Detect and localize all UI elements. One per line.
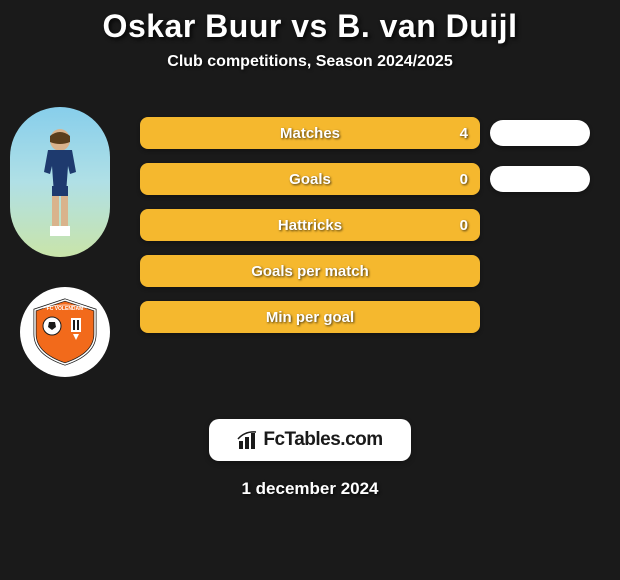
svg-text:FC VOLENDAM: FC VOLENDAM	[47, 306, 84, 312]
right-pill-goals	[490, 166, 590, 192]
stat-value: 4	[460, 125, 468, 142]
stat-label: Matches	[280, 125, 340, 142]
stat-bar-goals-per-match: Goals per match	[140, 255, 480, 287]
stats-bars: Matches 4 Goals 0 Hattricks 0 Goals per …	[140, 117, 480, 347]
footer-date: 1 december 2024	[0, 479, 620, 499]
stat-bar-hattricks: Hattricks 0	[140, 209, 480, 241]
club-shield-icon: FC VOLENDAM	[29, 296, 101, 368]
comparison-subtitle: Club competitions, Season 2024/2025	[0, 53, 620, 71]
brand-chart-icon	[237, 429, 259, 451]
stat-label: Hattricks	[278, 217, 342, 234]
player-silhouette-icon	[30, 122, 90, 242]
club-badge: FC VOLENDAM	[20, 287, 110, 377]
left-player-column: FC VOLENDAM	[10, 107, 120, 377]
stat-bar-goals: Goals 0	[140, 163, 480, 195]
right-player-column	[490, 117, 600, 212]
stat-bar-matches: Matches 4	[140, 117, 480, 149]
comparison-title: Oskar Buur vs B. van Duijl	[0, 8, 620, 45]
stat-value: 0	[460, 171, 468, 188]
stat-label: Goals	[289, 171, 331, 188]
player-avatar	[10, 107, 110, 257]
stat-value: 0	[460, 217, 468, 234]
stat-label: Min per goal	[266, 309, 354, 326]
brand-text: FcTables.com	[263, 429, 382, 451]
stat-bar-min-per-goal: Min per goal	[140, 301, 480, 333]
right-pill-matches	[490, 120, 590, 146]
brand-badge: FcTables.com	[209, 419, 410, 461]
stats-content: FC VOLENDAM Matches 4 Goals 0 Hattricks …	[0, 111, 620, 411]
stat-label: Goals per match	[251, 263, 369, 280]
